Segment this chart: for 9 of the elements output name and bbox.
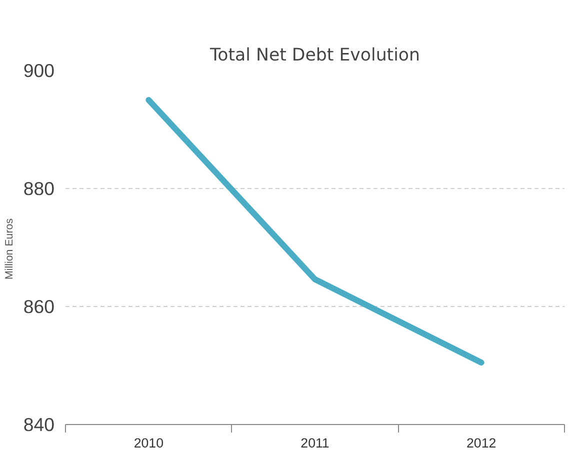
y-tick-label: 860	[23, 296, 55, 317]
y-tick-label: 840	[23, 414, 55, 435]
x-tick-label: 2011	[300, 436, 330, 450]
y-tick-label: 900	[23, 60, 55, 81]
chart-title: Total Net Debt Evolution	[209, 46, 420, 66]
x-tick-label: 2010	[134, 436, 164, 450]
x-tick-label: 2012	[466, 436, 496, 450]
y-axis-title: Million Euros	[3, 218, 16, 280]
y-tick-label: 880	[23, 178, 55, 199]
